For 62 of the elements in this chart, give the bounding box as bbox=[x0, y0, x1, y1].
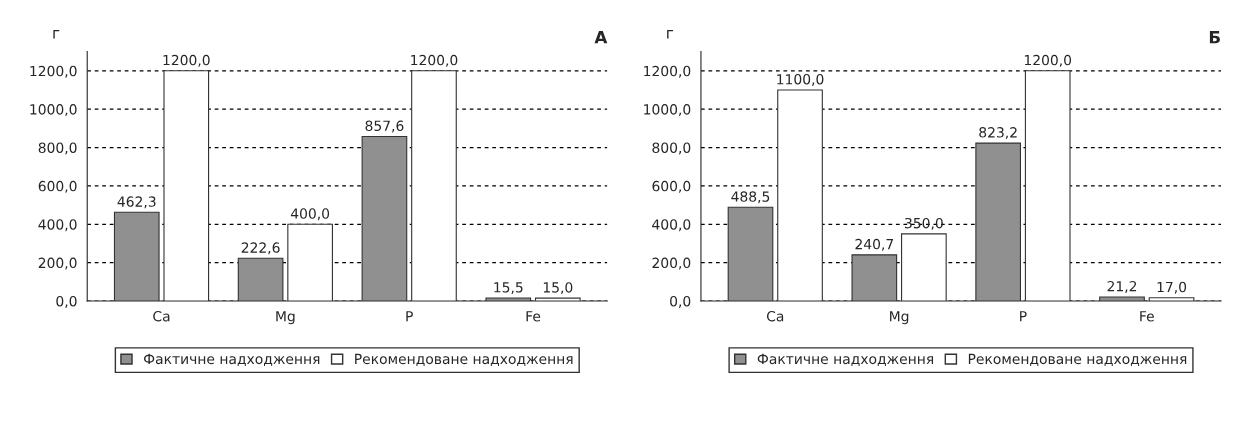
bar bbox=[113, 211, 160, 301]
y-tick-label: 600,0 bbox=[38, 180, 77, 193]
data-label: 400,0 bbox=[290, 208, 330, 221]
bar bbox=[777, 89, 823, 301]
bar bbox=[1148, 297, 1195, 301]
data-label: 857,6 bbox=[365, 120, 404, 133]
data-label: 1200,0 bbox=[411, 54, 458, 67]
data-label: 240,7 bbox=[855, 238, 894, 251]
data-label: 222,6 bbox=[241, 242, 280, 255]
x-tick-label: Fe bbox=[526, 311, 541, 322]
x-tick-label: P bbox=[406, 311, 413, 322]
x-tick-label: Mg bbox=[276, 311, 295, 325]
data-label: 1100,0 bbox=[777, 73, 824, 86]
data-label: 15,0 bbox=[543, 282, 573, 295]
y-tick-label: 0,0 bbox=[56, 295, 77, 308]
y-tick-label: 200,0 bbox=[652, 257, 691, 270]
data-label: 462,3 bbox=[117, 196, 156, 209]
bar bbox=[851, 254, 898, 301]
bar bbox=[901, 233, 947, 301]
bar bbox=[1024, 70, 1071, 301]
bar bbox=[534, 297, 581, 301]
legend-label: Фактичне надходження bbox=[143, 353, 320, 366]
y-tick-label: 800,0 bbox=[652, 142, 691, 155]
bar bbox=[287, 223, 333, 301]
bar bbox=[1099, 296, 1145, 301]
bar bbox=[727, 206, 774, 301]
y-tick-label: 400,0 bbox=[652, 219, 691, 232]
data-label: 350,0 bbox=[905, 217, 943, 230]
bar bbox=[975, 142, 1022, 301]
chart-title: Б bbox=[1209, 31, 1220, 44]
bar bbox=[485, 297, 532, 301]
data-label: 1200,0 bbox=[1024, 54, 1072, 67]
data-label: 488,5 bbox=[731, 191, 770, 204]
x-tick-label: Ca bbox=[766, 310, 784, 322]
bar bbox=[411, 70, 457, 301]
y-axis-title: г bbox=[667, 30, 674, 39]
chart-title: А bbox=[594, 31, 608, 44]
y-tick-label: 1200,0 bbox=[644, 65, 691, 78]
legend-label: Рекомендоване надходження bbox=[968, 353, 1187, 366]
y-tick-label: 1000,0 bbox=[644, 104, 691, 117]
x-tick-label: Fe bbox=[1140, 311, 1154, 322]
data-label: 823,2 bbox=[979, 127, 1017, 140]
y-tick-label: 600,0 bbox=[652, 180, 691, 193]
data-label: 1200,0 bbox=[163, 54, 210, 67]
y-tick-label: 1000,0 bbox=[30, 104, 77, 117]
bar bbox=[163, 70, 210, 301]
legend-label: Рекомендоване надходження bbox=[355, 353, 573, 366]
bar bbox=[361, 135, 408, 301]
y-tick-label: 800,0 bbox=[38, 142, 77, 155]
y-tick-label: 0,0 bbox=[670, 295, 691, 308]
y-tick-label: 200,0 bbox=[38, 257, 77, 270]
data-label: 17,0 bbox=[1157, 281, 1187, 294]
bar bbox=[237, 257, 284, 301]
x-tick-label: P bbox=[1020, 311, 1027, 322]
x-tick-label: Ca bbox=[153, 310, 170, 322]
y-tick-label: 400,0 bbox=[38, 219, 77, 232]
data-label: 15,5 bbox=[494, 282, 523, 294]
legend-label: Фактичне надходження bbox=[757, 353, 934, 366]
x-tick-label: Mg bbox=[890, 311, 909, 325]
y-tick-label: 1200,0 bbox=[30, 65, 77, 78]
data-label: 21,2 bbox=[1107, 280, 1137, 293]
y-axis-title: г bbox=[53, 30, 60, 39]
